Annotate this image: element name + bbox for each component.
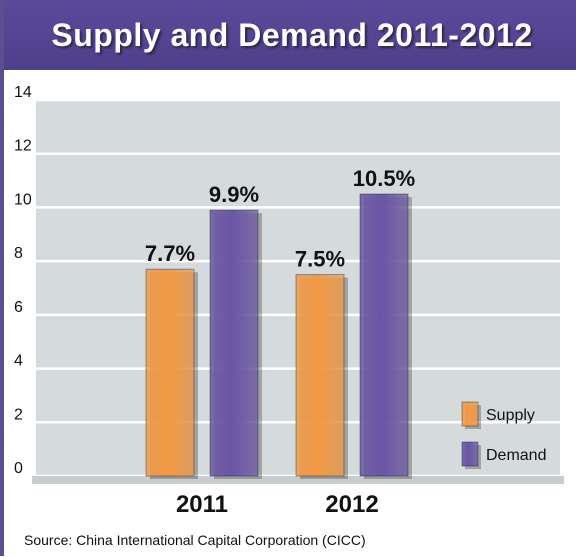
y-tick-label: 6 [14, 299, 23, 316]
y-tick-label: 14 [14, 84, 32, 101]
y-tick-label: 2 [14, 406, 23, 423]
bar-demand-2012 [359, 193, 409, 477]
data-label-supply-2011: 7.7% [145, 241, 195, 266]
data-label-supply-2012: 7.5% [295, 247, 345, 272]
source-note: Source: China International Capital Corp… [24, 532, 366, 548]
legend-swatch-demand [461, 441, 479, 467]
data-label-demand-2012: 10.5% [353, 166, 415, 191]
y-tick-label: 4 [14, 353, 23, 370]
legend-label-supply: Supply [486, 407, 535, 424]
bar-supply-2012 [295, 274, 345, 477]
bar-supply-2011 [145, 268, 195, 477]
legend-swatch-supply [461, 401, 479, 427]
data-label-demand-2011: 9.9% [209, 182, 259, 207]
y-tick-label: 12 [14, 138, 32, 155]
bar-chart: 0 2 4 6 8 10 12 14 7.7% 9.9% 2011 7.5% 10.5% 2012 Supp… [14, 84, 564, 518]
y-tick-label: 8 [14, 245, 23, 262]
x-category-label: 2011 [176, 491, 228, 518]
chart-title: Supply and Demand 2011-2012 [51, 16, 533, 53]
y-tick-label: 0 [14, 460, 23, 477]
x-category-label: 2012 [325, 491, 378, 518]
x-axis-band [32, 476, 564, 484]
title-bar: Supply and Demand 2011-2012 [4, 0, 576, 70]
legend-label-demand: Demand [486, 447, 546, 464]
bar-demand-2011 [209, 209, 259, 477]
y-tick-label: 10 [14, 191, 32, 208]
